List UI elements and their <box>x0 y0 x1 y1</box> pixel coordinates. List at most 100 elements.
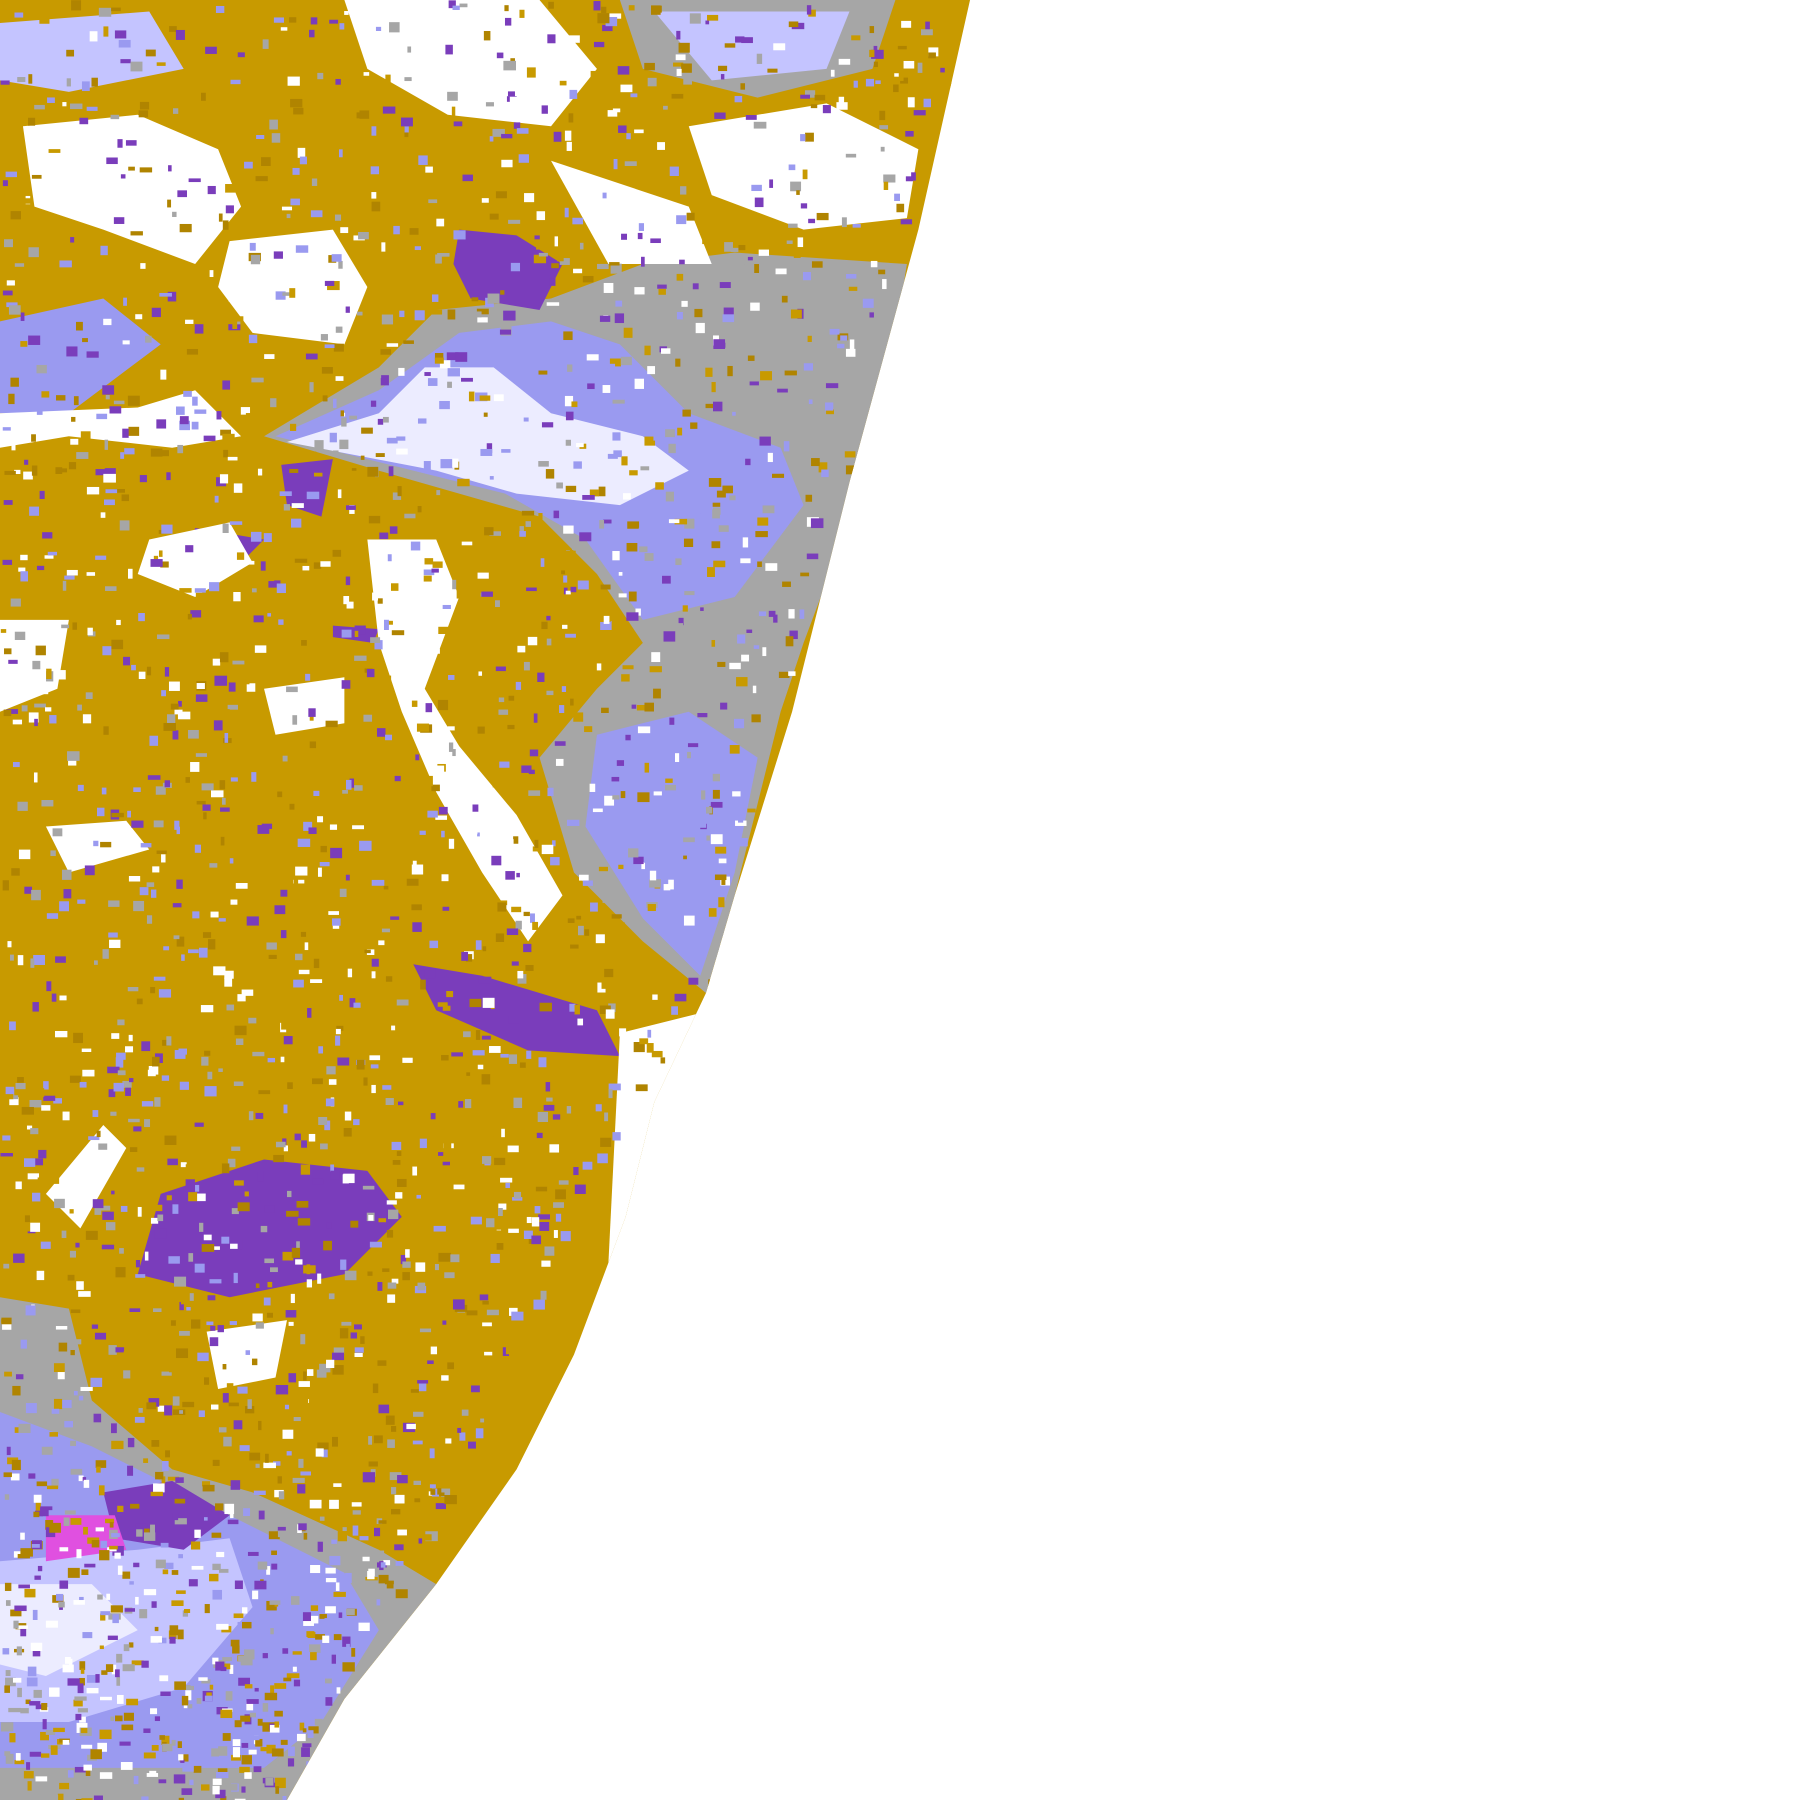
speckle <box>508 695 515 701</box>
speckle <box>441 1054 449 1061</box>
speckle <box>415 754 420 761</box>
speckle <box>328 911 339 915</box>
speckle <box>676 215 687 225</box>
speckle <box>547 787 554 797</box>
speckle <box>501 159 513 168</box>
speckle <box>342 790 348 794</box>
speckle <box>801 598 808 606</box>
speckle <box>282 1648 289 1654</box>
speckle <box>395 1192 403 1199</box>
speckle <box>177 190 188 198</box>
speckle <box>413 837 426 848</box>
speckle <box>297 838 311 847</box>
speckle <box>344 1111 352 1121</box>
speckle <box>164 1562 174 1570</box>
speckle <box>20 571 29 582</box>
speckle <box>223 1436 232 1447</box>
speckle <box>241 1742 249 1748</box>
speckle <box>49 1522 61 1533</box>
speckle <box>483 1128 494 1137</box>
speckle <box>406 878 419 886</box>
speckle <box>444 510 455 515</box>
speckle <box>220 836 225 846</box>
speckle <box>32 1192 41 1202</box>
speckle <box>676 68 682 76</box>
speckle <box>160 513 171 519</box>
speckle <box>800 572 810 577</box>
speckle <box>185 777 190 783</box>
speckle <box>438 1252 451 1262</box>
speckle <box>158 1779 167 1784</box>
speckle <box>5 171 17 178</box>
speckle <box>373 1435 383 1444</box>
speckle <box>250 254 261 265</box>
speckle <box>482 946 487 952</box>
speckle <box>140 843 152 848</box>
speckle <box>769 179 774 188</box>
speckle <box>209 1337 219 1347</box>
speckle <box>535 1186 548 1192</box>
speckle <box>923 98 931 108</box>
speckle <box>46 638 59 642</box>
speckle <box>738 815 744 823</box>
speckle <box>205 218 217 229</box>
speckle <box>525 521 531 527</box>
speckle <box>452 458 459 468</box>
speckle <box>29 1701 41 1706</box>
speckle <box>345 1608 355 1616</box>
speckle <box>262 1703 269 1712</box>
speckle <box>154 1626 159 1632</box>
speckle <box>120 174 126 179</box>
speckle <box>138 613 145 622</box>
speckle <box>332 924 340 929</box>
speckle <box>14 1282 20 1290</box>
speckle <box>151 1440 160 1447</box>
speckle <box>179 416 189 425</box>
speckle <box>130 1503 140 1509</box>
speckle <box>283 1104 288 1114</box>
speckle <box>701 790 706 800</box>
speckle <box>222 127 228 133</box>
speckle <box>25 1305 36 1316</box>
speckle <box>377 1282 383 1291</box>
speckle <box>286 1190 292 1198</box>
speckle <box>241 1621 252 1629</box>
speckle <box>637 792 650 803</box>
speckle <box>68 670 76 677</box>
speckle <box>5 1600 11 1606</box>
speckle <box>175 1348 189 1359</box>
speckle <box>654 969 660 975</box>
speckle <box>544 1246 555 1256</box>
speckle <box>8 1707 21 1713</box>
speckle <box>596 663 602 671</box>
speckle <box>554 236 559 247</box>
speckle <box>747 256 753 261</box>
speckle <box>99 1729 112 1740</box>
speckle <box>101 1205 111 1211</box>
speckle <box>458 1101 464 1108</box>
speckle <box>800 134 806 142</box>
speckle <box>424 968 436 979</box>
speckle <box>247 1399 252 1409</box>
speckle <box>541 1260 551 1267</box>
speckle <box>93 1472 103 1481</box>
speckle <box>164 1135 177 1145</box>
speckle <box>261 887 271 895</box>
speckle <box>192 605 201 610</box>
speckle <box>174 1681 186 1690</box>
speckle <box>424 372 431 376</box>
speckle <box>651 327 661 338</box>
speckle <box>295 1259 303 1265</box>
speckle <box>289 17 297 23</box>
speckle <box>517 974 527 984</box>
speckle <box>138 110 149 118</box>
speckle <box>121 494 130 502</box>
speckle <box>161 1760 170 1766</box>
speckle <box>325 1577 337 1583</box>
speckle <box>227 456 238 461</box>
speckle <box>173 1794 178 1799</box>
speckle <box>266 942 277 950</box>
speckle <box>287 1082 293 1089</box>
speckle <box>38 1149 47 1159</box>
speckle <box>234 1025 247 1036</box>
